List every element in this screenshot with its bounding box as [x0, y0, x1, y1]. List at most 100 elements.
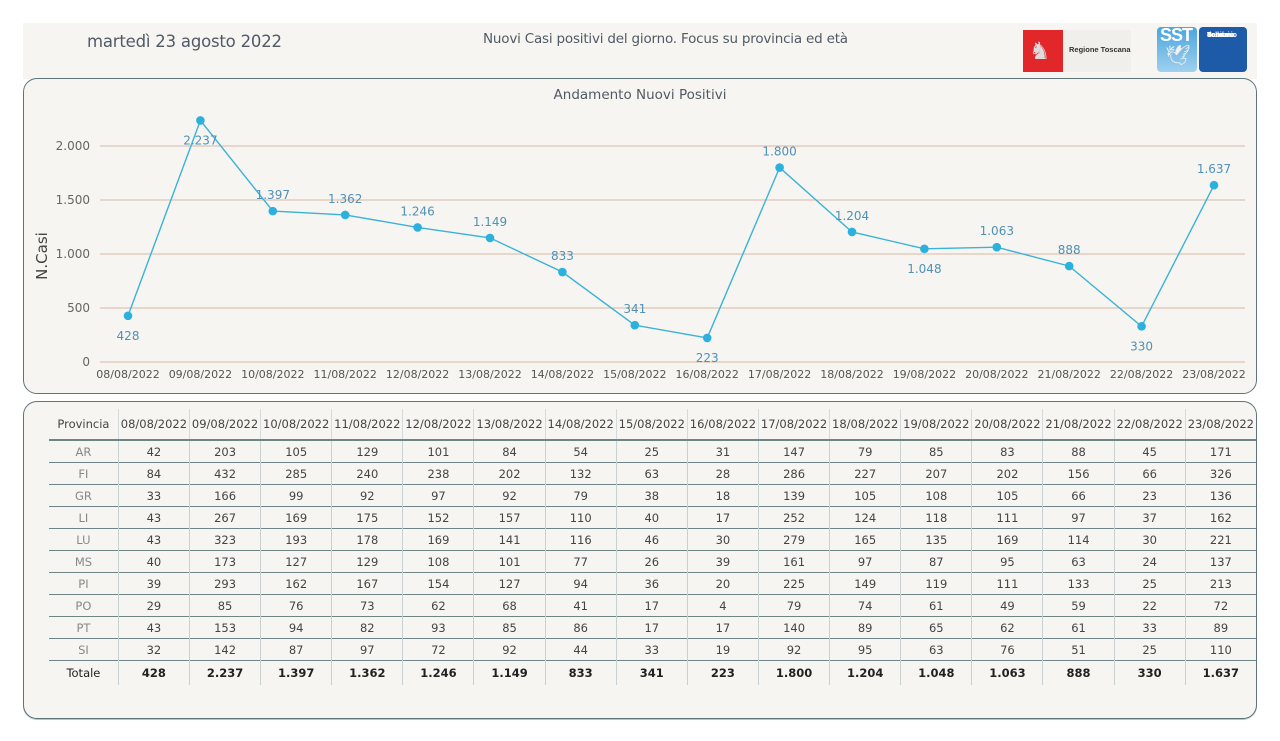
value-cell: 173: [188, 550, 261, 573]
value-cell: 42: [117, 439, 190, 463]
value-cell: 119: [900, 572, 972, 595]
column-header-date: 14/08/2022: [544, 409, 617, 441]
y-tick-label: 2.000: [56, 139, 90, 153]
province-cases-table: Provincia 08/08/2022 09/08/2022 10/08/2022…: [49, 409, 1256, 685]
data-label: 2.237: [183, 133, 217, 147]
value-cell: 221: [1184, 528, 1256, 551]
value-cell: 157: [473, 506, 546, 529]
value-cell: 23: [1113, 484, 1186, 507]
column-header-date: 12/08/2022: [402, 409, 474, 441]
pegasus-flag-icon: ♞: [1023, 30, 1063, 72]
value-cell: 39: [117, 572, 190, 595]
report-header: martedì 23 agosto 2022 Nuovi Casi positi…: [23, 23, 1257, 79]
value-cell: 167: [331, 572, 403, 595]
x-tick-label: 09/08/2022: [169, 368, 232, 381]
value-cell: 279: [757, 528, 830, 551]
province-cell: LU: [49, 528, 119, 551]
column-header-date: 21/08/2022: [1042, 409, 1115, 441]
table-row: GR 33 166 99 92 97 92 79 38 18 139 105 108 105 66 23 136: [49, 484, 1256, 507]
value-cell: 175: [331, 506, 403, 529]
data-label: 428: [117, 329, 140, 343]
table-row: PI 39 293 162 167 154 127 94 36 20 225 149 119 111 133…: [49, 572, 1256, 595]
value-cell: 77: [544, 550, 617, 573]
value-cell: 29: [117, 594, 190, 617]
value-cell: 85: [188, 594, 261, 617]
data-point: [268, 206, 278, 216]
value-cell: 39: [686, 550, 759, 573]
value-cell: 101: [402, 439, 474, 463]
column-header-date: 17/08/2022: [757, 409, 830, 441]
value-cell: 72: [402, 638, 474, 661]
total-cell: 341: [615, 660, 688, 685]
value-cell: 17: [686, 616, 759, 639]
total-row: Totale 428 2.237 1.397 1.362 1.246 1.149 833 341…: [49, 660, 1256, 685]
value-cell: 63: [1042, 550, 1115, 573]
data-label: 1.800: [762, 145, 796, 159]
value-cell: 105: [829, 484, 901, 507]
value-cell: 97: [829, 550, 901, 573]
value-cell: 94: [544, 572, 617, 595]
total-cell: 888: [1042, 660, 1115, 685]
value-cell: 85: [473, 616, 546, 639]
total-cell: 1.397: [260, 660, 332, 685]
value-cell: 38: [615, 484, 688, 507]
column-header-date: 11/08/2022: [331, 409, 403, 441]
value-cell: 127: [473, 572, 546, 595]
value-cell: 326: [1184, 462, 1256, 485]
value-cell: 66: [1113, 462, 1186, 485]
value-cell: 92: [757, 638, 830, 661]
data-label: 1.204: [835, 209, 869, 223]
value-cell: 20: [686, 572, 759, 595]
province-cell: PT: [49, 616, 119, 639]
table-row: MS 40 173 127 129 108 101 77 26 39 161 97 87 95 63 24 13…: [49, 550, 1256, 573]
data-point: [775, 163, 784, 172]
value-cell: 85: [900, 439, 972, 463]
total-cell: 1.048: [900, 660, 972, 685]
table-row: LU 43 323 193 178 169 141 116 46 30 279 165 135 169 11…: [49, 528, 1256, 551]
column-header-date: 19/08/2022: [900, 409, 972, 441]
value-cell: 267: [188, 506, 261, 529]
total-label: Totale: [49, 660, 119, 685]
x-tick-label: 13/08/2022: [458, 368, 521, 381]
value-cell: 238: [402, 462, 474, 485]
data-point: [196, 116, 205, 125]
value-cell: 88: [1042, 439, 1115, 463]
value-cell: 169: [260, 506, 332, 529]
x-tick-label: 22/08/2022: [1110, 368, 1173, 381]
value-cell: 89: [829, 616, 901, 639]
value-cell: 93: [402, 616, 474, 639]
x-tick-label: 16/08/2022: [675, 368, 738, 381]
value-cell: 61: [1042, 616, 1115, 639]
value-cell: 33: [1113, 616, 1186, 639]
value-cell: 40: [615, 506, 688, 529]
regione-toscana-logo: ♞ Regione Toscana: [1023, 30, 1131, 72]
data-point: [630, 320, 640, 330]
column-header-date: 23/08/2022: [1184, 409, 1256, 441]
value-cell: 92: [473, 638, 546, 661]
value-cell: 225: [757, 572, 830, 595]
data-point: [413, 223, 422, 232]
province-cell: FI: [49, 462, 119, 485]
report-title: Nuovi Casi positivi del giorno. Focus su…: [483, 31, 848, 47]
sst-emblem-icon: SST 🕊: [1157, 25, 1197, 72]
province-cell: LI: [49, 506, 119, 529]
value-cell: 87: [260, 638, 332, 661]
value-cell: 59: [1042, 594, 1115, 617]
column-header-date: 20/08/2022: [971, 409, 1043, 441]
value-cell: 110: [1184, 638, 1256, 661]
value-cell: 46: [615, 528, 688, 551]
value-cell: 129: [331, 550, 403, 573]
value-cell: 105: [260, 439, 332, 463]
data-label: 341: [623, 302, 646, 316]
table-panel: Provincia 08/08/2022 09/08/2022 10/08/2022…: [23, 401, 1257, 719]
value-cell: 432: [188, 462, 261, 485]
sst-logo: SST 🕊 Servizio Sanitario della Toscana: [1157, 25, 1253, 73]
data-label: 1.362: [328, 192, 362, 206]
value-cell: 40: [117, 550, 190, 573]
value-cell: 92: [331, 484, 403, 507]
line-chart: 0 500 1.000 1.500 2.000 08/08/2022 09/08/2022…: [33, 116, 1246, 381]
x-tick-label: 14/08/2022: [531, 368, 594, 381]
value-cell: 135: [900, 528, 972, 551]
total-cell: 1.204: [829, 660, 901, 685]
value-cell: 72: [1184, 594, 1256, 617]
